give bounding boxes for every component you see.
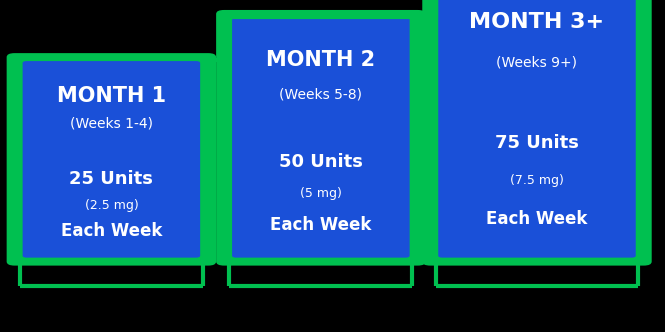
Text: MONTH 1: MONTH 1 <box>57 86 166 106</box>
Text: Each Week: Each Week <box>486 209 588 227</box>
Text: Each Week: Each Week <box>61 222 162 240</box>
FancyBboxPatch shape <box>23 61 200 258</box>
FancyBboxPatch shape <box>216 10 426 266</box>
Text: MONTH 2: MONTH 2 <box>266 50 376 70</box>
FancyBboxPatch shape <box>232 18 410 258</box>
Text: (Weeks 9+): (Weeks 9+) <box>497 55 577 69</box>
Text: Each Week: Each Week <box>270 216 372 234</box>
Text: 50 Units: 50 Units <box>279 153 363 171</box>
Text: (2.5 mg): (2.5 mg) <box>84 199 138 212</box>
Text: 75 Units: 75 Units <box>495 134 579 152</box>
Text: (7.5 mg): (7.5 mg) <box>510 175 564 188</box>
Text: (Weeks 5-8): (Weeks 5-8) <box>279 87 362 101</box>
Text: (5 mg): (5 mg) <box>300 187 342 200</box>
FancyBboxPatch shape <box>422 0 652 266</box>
FancyBboxPatch shape <box>7 53 216 266</box>
FancyBboxPatch shape <box>438 0 636 258</box>
Text: 25 Units: 25 Units <box>69 170 154 188</box>
Text: (Weeks 1-4): (Weeks 1-4) <box>70 117 153 130</box>
Text: MONTH 3+: MONTH 3+ <box>469 12 604 32</box>
